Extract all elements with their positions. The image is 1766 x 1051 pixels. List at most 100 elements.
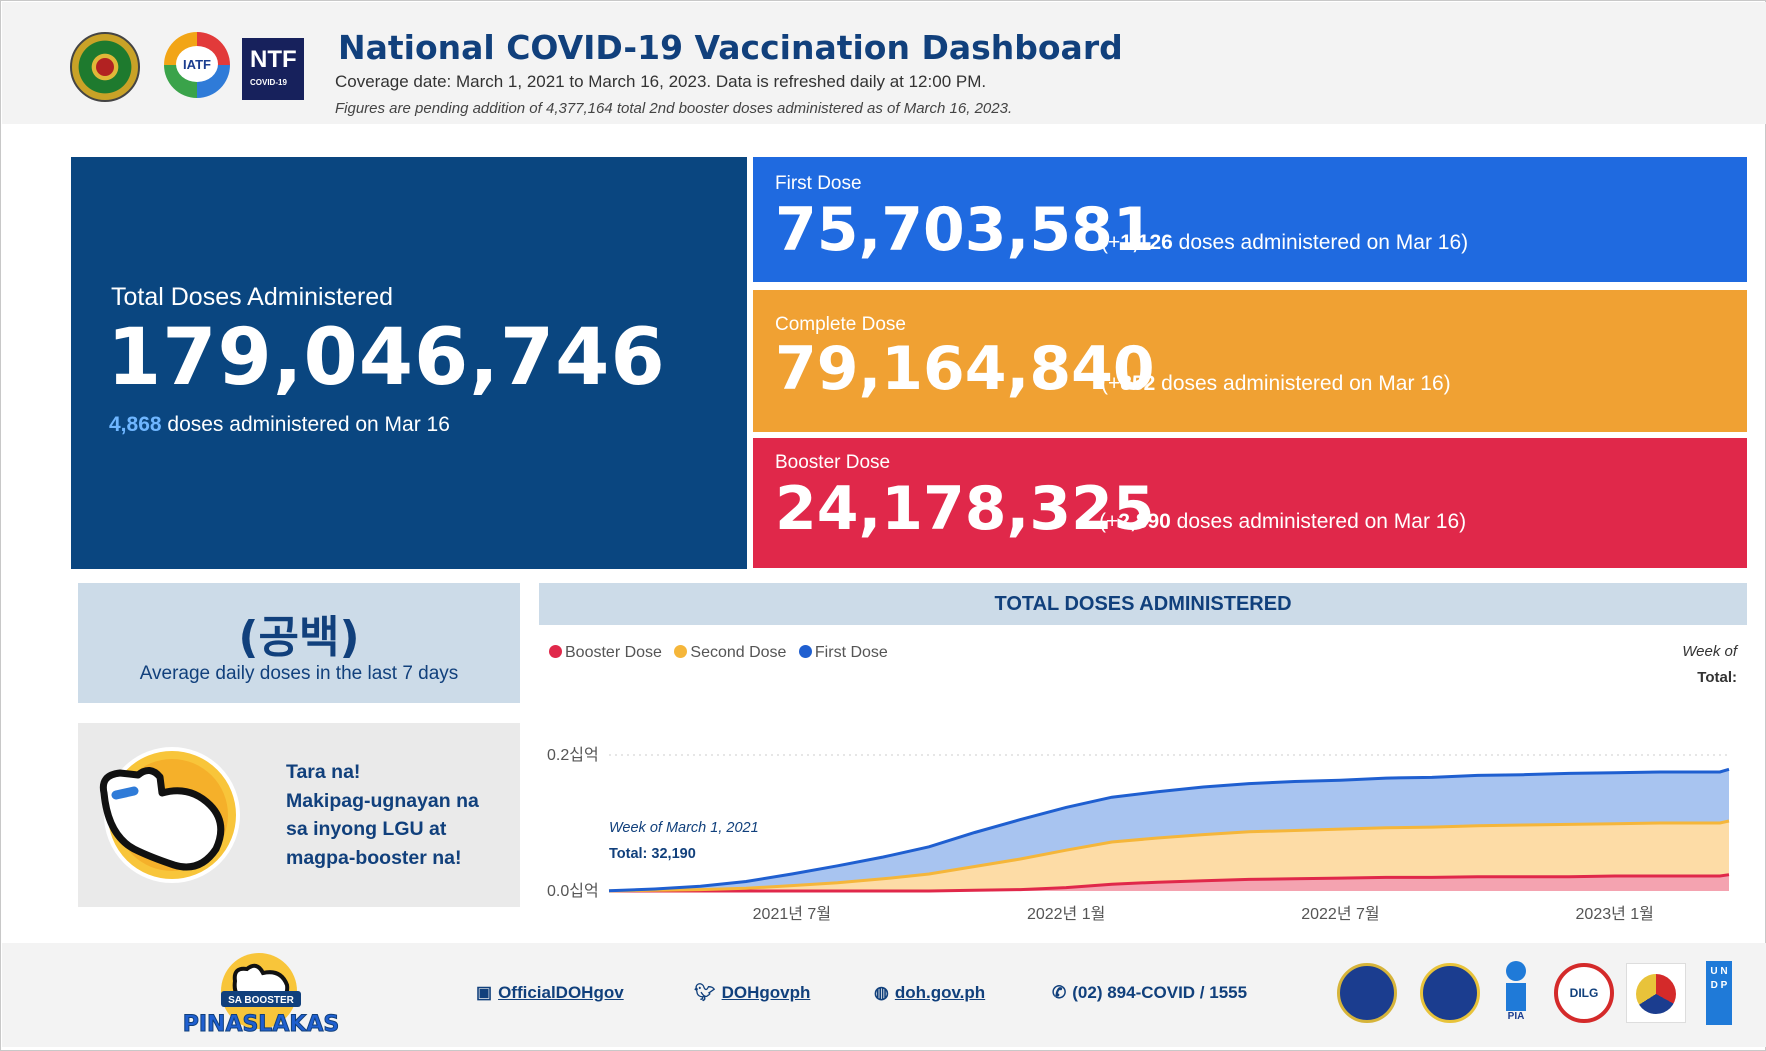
promo-line: magpa-booster na! xyxy=(286,846,462,869)
y-tick-label: 0.2십억 xyxy=(547,746,599,764)
header: IATF NTF COVID-19 National COVID-19 Vacc… xyxy=(2,2,1766,124)
doses-area-chart[interactable]: 0.0십억 0.2십억 2021년 7월 2022년 1월 2022년 7월 2023년 … xyxy=(539,629,1747,929)
promo-line: Makipag-ugnayan na xyxy=(286,789,479,812)
x-tick-label: 2022년 7월 xyxy=(1301,905,1379,923)
first-dose-area xyxy=(609,769,1729,891)
logo-top-text: SA BOOSTER xyxy=(228,995,295,1006)
flexed-arm-icon xyxy=(99,747,240,883)
phone-icon: ✆ xyxy=(1052,983,1067,1002)
pia-logo-text: PIA xyxy=(1507,1011,1525,1022)
first-dose-line xyxy=(608,767,1730,893)
pinas-lakas-logo: SA BOOSTER PINASLAKAS xyxy=(182,953,340,1038)
ntf-logo-subtext: COVID-19 xyxy=(250,78,287,87)
ncip-seal-logo xyxy=(1626,963,1686,1023)
complete-dose-delta-text: doses administered on Mar 16) xyxy=(1155,372,1451,395)
logo-bottom-text: PINASLAKAS xyxy=(183,1012,340,1037)
complete-dose-delta-number: 852 xyxy=(1120,372,1156,395)
complete-dose-label: Complete Dose xyxy=(775,314,906,335)
booster-promo-box: Tara na! Makipag-ugnayan na sa inyong LG… xyxy=(78,723,520,907)
ntf-logo-text: NTF xyxy=(250,46,297,73)
legend-second[interactable]: Second Dose xyxy=(674,644,786,662)
twitter-link-text: DOHgovph xyxy=(721,983,811,1002)
first-dose-value: 75,703,581 xyxy=(775,195,1155,265)
dilg-logo: DILG xyxy=(1554,963,1614,1023)
undp-logo-text: U N D P xyxy=(1710,966,1728,991)
hotline-text: (02) 894-COVID / 1555 xyxy=(1072,983,1248,1002)
globe-icon: ◍ xyxy=(874,983,889,1002)
second-dose-line xyxy=(608,819,1730,893)
booster-dose-delta-text: doses administered on Mar 16) xyxy=(1170,510,1467,533)
booster-dose-delta-number: 2,890 xyxy=(1118,510,1171,533)
x-tick-label: 2021년 7월 xyxy=(753,905,831,923)
promo-line: Tara na! xyxy=(286,761,361,783)
booster-dose-value: 24,178,325 xyxy=(775,474,1155,544)
ntf-covid19-logo: NTF COVID-19 xyxy=(242,38,304,100)
total-doses-label: Total Doses Administered xyxy=(111,283,394,311)
y-tick-label: 0.0십억 xyxy=(547,882,599,900)
x-tick-label: 2022년 1월 xyxy=(1027,905,1105,923)
booster-dose-delta-prefix: (+ xyxy=(1099,510,1119,533)
tooltip-week: Week of March 1, 2021 xyxy=(609,820,759,836)
twitter-link[interactable]: 🐦︎ DOHgovph xyxy=(694,983,810,1003)
legend-label: First Dose xyxy=(814,644,888,661)
average-daily-value: (공백) xyxy=(238,612,360,663)
complete-dose-value: 79,164,840 xyxy=(775,334,1155,404)
footer: SA BOOSTER PINASLAKAS ▣ OfficialDOHgov 🐦︎… xyxy=(2,943,1766,1047)
pia-logo: PIA xyxy=(1502,961,1530,1025)
website-link-text: doh.gov.ph xyxy=(894,983,986,1002)
booster-dose-line xyxy=(609,873,1730,893)
average-daily-label: Average daily doses in the last 7 days xyxy=(139,663,459,684)
average-daily-box: (공백) Average daily doses in the last 7 d… xyxy=(78,583,520,703)
promo-line: sa inyong LGU at xyxy=(286,818,447,840)
total-doses-value: 179,046,746 xyxy=(107,313,666,403)
total-doses-card: Total Doses Administered 179,046,746 4,8… xyxy=(71,157,747,569)
booster-dose-label: Booster Dose xyxy=(775,452,891,473)
presidential-seal-logo xyxy=(1420,963,1480,1023)
undp-logo: U N D P xyxy=(1706,961,1732,1025)
page-title: National COVID-19 Vaccination Dashboard xyxy=(338,28,1123,67)
complete-dose-delta-prefix: (+ xyxy=(1101,372,1121,395)
chart-legend: Booster Dose Second Dose First Dose xyxy=(549,644,896,662)
legend-dot-icon xyxy=(674,645,688,658)
iatf-logo-text: IATF xyxy=(176,46,218,82)
total-daily-text: doses administered on Mar 16 xyxy=(161,413,450,436)
complete-dose-delta: (+852 doses administered on Mar 16) xyxy=(1101,372,1451,396)
chart-tooltip-left: Week of March 1, 2021 Total: 32,190 xyxy=(609,815,759,867)
coverage-date: Coverage date: March 1, 2021 to March 16… xyxy=(335,72,987,91)
total-daily-number: 4,868 xyxy=(109,413,162,436)
pending-note: Figures are pending addition of 4,377,16… xyxy=(335,100,1013,117)
second-dose-area xyxy=(609,821,1729,891)
first-dose-delta-prefix: (+ xyxy=(1101,231,1121,254)
twitter-icon: 🐦︎ xyxy=(694,983,716,1002)
doh-seal-logo xyxy=(70,32,140,102)
complete-dose-card: Complete Dose 79,164,840 (+852 doses adm… xyxy=(753,290,1747,432)
first-dose-delta-number: 1,126 xyxy=(1120,231,1173,254)
booster-dose-card: Booster Dose 24,178,325 (+2,890 doses ad… xyxy=(753,438,1747,568)
legend-label: Booster Dose xyxy=(565,644,662,661)
legend-dot-icon xyxy=(798,645,812,658)
pcoo-seal-logo xyxy=(1337,963,1397,1023)
website-link[interactable]: ◍ doh.gov.ph xyxy=(874,983,985,1003)
facebook-link-text: OfficialDOHgov xyxy=(498,983,624,1002)
total-daily-doses: 4,868 doses administered on Mar 16 xyxy=(109,413,450,437)
tooltip-total: Total: 32,190 xyxy=(609,846,696,862)
legend-dot-icon xyxy=(549,645,562,658)
x-tick-label: 2023년 1월 xyxy=(1576,905,1654,923)
dilg-logo-text: DILG xyxy=(1569,986,1599,1000)
promo-message: Tara na! Makipag-ugnayan na sa inyong LG… xyxy=(286,758,511,872)
legend-label: Second Dose xyxy=(690,644,787,661)
hotline-phone: ✆ (02) 894-COVID / 1555 xyxy=(1052,983,1247,1003)
legend-first[interactable]: First Dose xyxy=(798,644,888,662)
chart-tooltip-right: Week of Total: xyxy=(1682,639,1737,691)
chart-title: TOTAL DOSES ADMINISTERED xyxy=(539,583,1747,625)
iatf-logo: IATF xyxy=(164,32,230,98)
tooltip-week: Week of xyxy=(1682,643,1737,660)
facebook-link[interactable]: ▣ OfficialDOHgov xyxy=(476,983,624,1003)
booster-dose-delta: (+2,890 doses administered on Mar 16) xyxy=(1099,510,1466,534)
facebook-icon: ▣ xyxy=(476,983,493,1002)
tooltip-total: Total: xyxy=(1697,669,1737,686)
chart-svg: 0.0십억 0.2십억 2021년 7월 2022년 1월 2022년 7월 2023년 … xyxy=(547,746,1730,923)
first-dose-label: First Dose xyxy=(775,173,862,194)
legend-booster[interactable]: Booster Dose xyxy=(549,644,662,662)
first-dose-delta-text: doses administered on Mar 16) xyxy=(1172,231,1469,254)
